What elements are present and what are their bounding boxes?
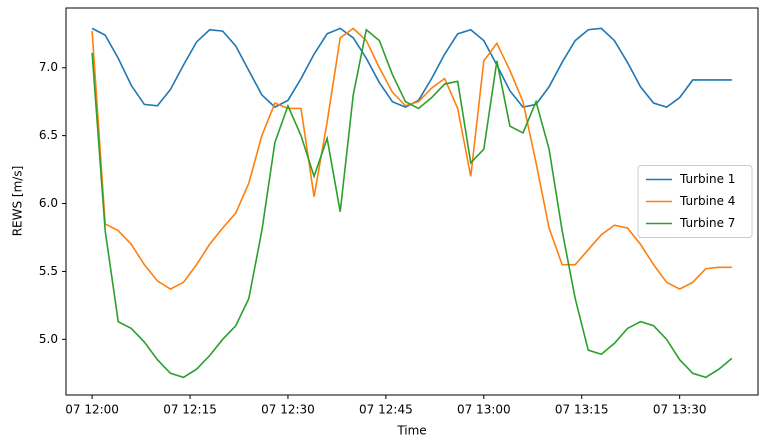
y-tick-label: 7.0 <box>39 60 58 74</box>
x-tick-label: 07 12:00 <box>65 403 119 417</box>
x-axis-label: Time <box>396 424 426 438</box>
series-line <box>91 28 733 379</box>
x-tick-label: 07 13:00 <box>457 403 511 417</box>
plot-frame <box>65 7 759 396</box>
x-tick-label: 07 12:45 <box>359 403 413 417</box>
y-tick-label: 6.5 <box>39 128 58 142</box>
legend-label: Turbine 7 <box>679 216 735 230</box>
legend-label: Turbine 4 <box>679 194 735 208</box>
series-line <box>91 27 732 291</box>
y-tick-label: 6.0 <box>39 196 58 210</box>
legend-label: Turbine 1 <box>679 172 735 186</box>
x-tick-label: 07 12:30 <box>261 403 315 417</box>
y-tick-label: 5.5 <box>39 264 58 278</box>
y-axis-label: REWS [m/s] <box>11 166 25 237</box>
series-line <box>91 27 732 109</box>
x-tick-label: 07 13:30 <box>653 403 707 417</box>
y-tick-label: 5.0 <box>39 332 58 346</box>
x-tick-label: 07 12:15 <box>163 403 217 417</box>
legend: Turbine 1 Turbine 4 Turbine 7 <box>637 165 753 238</box>
legend-box <box>637 165 753 238</box>
x-tick-label: 07 13:15 <box>555 403 609 417</box>
